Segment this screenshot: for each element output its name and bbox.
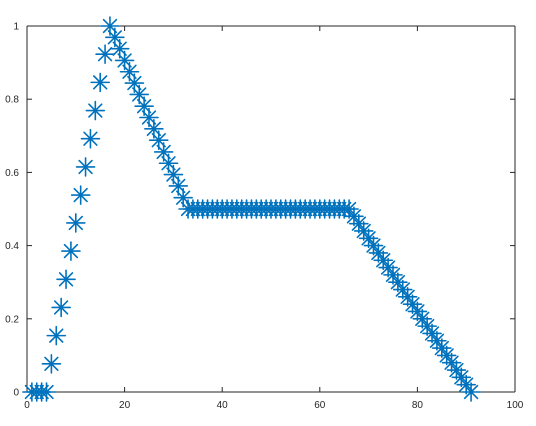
data-point xyxy=(70,185,91,205)
data-point xyxy=(461,382,481,402)
data-markers xyxy=(22,16,481,402)
data-point xyxy=(388,272,408,293)
x-tick-label: 20 xyxy=(119,400,131,411)
data-point xyxy=(41,354,62,374)
y-tick-label: 0.4 xyxy=(5,241,19,252)
y-tick-label: 1 xyxy=(13,22,19,33)
ticks: 0 20 40 60 80 100 0 0.2 0.4 0.6 0.8 1 xyxy=(5,22,524,412)
data-point xyxy=(90,72,110,93)
data-point xyxy=(349,213,369,234)
data-point xyxy=(66,213,86,233)
data-point xyxy=(46,325,67,346)
x-tick-label: 60 xyxy=(314,400,326,411)
x-tick-label: 100 xyxy=(507,400,524,411)
y-tick-label: 0.2 xyxy=(5,314,19,325)
data-point xyxy=(95,44,115,64)
y-tick-label: 0 xyxy=(13,388,19,399)
data-point xyxy=(51,297,71,318)
y-tick-label: 0.6 xyxy=(5,168,19,179)
x-tick-label: 80 xyxy=(412,400,424,411)
data-point xyxy=(61,241,81,261)
data-point xyxy=(80,128,101,149)
data-point xyxy=(85,100,106,121)
x-tick-label: 0 xyxy=(24,400,30,411)
x-tick-label: 40 xyxy=(217,400,229,411)
data-point xyxy=(431,338,452,358)
data-point xyxy=(56,269,76,290)
y-tick-label: 0.8 xyxy=(5,95,19,106)
data-point xyxy=(358,228,379,249)
data-point xyxy=(36,382,57,402)
data-point xyxy=(412,308,433,329)
data-point xyxy=(75,157,96,177)
